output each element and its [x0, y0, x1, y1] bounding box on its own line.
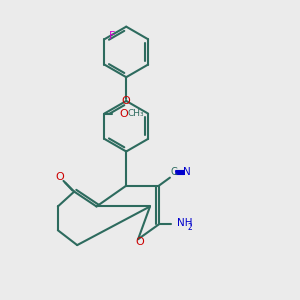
- Text: O: O: [122, 96, 130, 106]
- Text: CH₃: CH₃: [128, 109, 144, 118]
- Text: O: O: [55, 172, 64, 182]
- Text: NH: NH: [177, 218, 192, 228]
- Text: N: N: [183, 167, 191, 177]
- Text: F: F: [109, 31, 115, 41]
- Text: O: O: [120, 109, 128, 118]
- Text: O: O: [136, 236, 145, 247]
- Text: C: C: [170, 167, 177, 177]
- Text: 2: 2: [187, 224, 192, 232]
